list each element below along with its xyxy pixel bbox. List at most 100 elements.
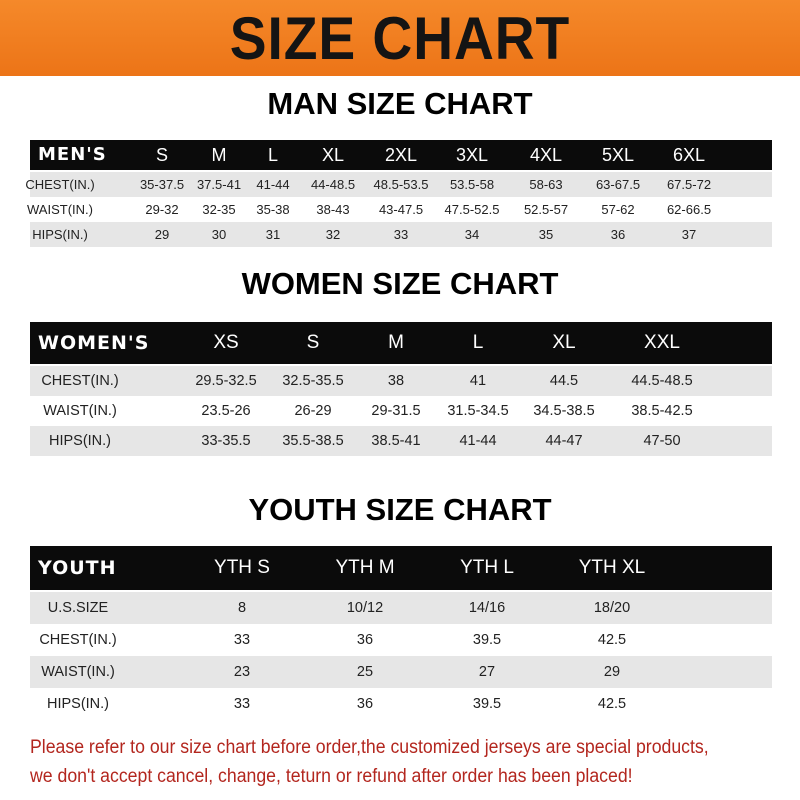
size-column-header: YTH S	[214, 557, 270, 578]
table-cell: 32.5-35.5	[282, 373, 344, 389]
table-row: CHEST(IN.) 33 36 39.5 42.5	[30, 624, 772, 656]
table-cell: 33-35.5	[201, 433, 251, 449]
table-cell: 29.5-32.5	[195, 373, 257, 389]
table-cell: 35-38	[256, 202, 290, 217]
table-cell: 35	[538, 227, 554, 242]
table-row: CHEST(IN.) 29.5-32.5 32.5-35.5 38 41 44.5 44.5…	[30, 366, 772, 396]
row-label: CHEST(IN.)	[41, 373, 119, 389]
table-cell: 37	[681, 227, 697, 242]
disclaimer-line-1: Please refer to our size chart before or…	[30, 737, 709, 758]
size-column-header: L	[267, 145, 279, 165]
size-column-header: S	[306, 332, 320, 353]
size-column-header: S	[155, 145, 169, 165]
table-cell: 38-43	[316, 202, 350, 217]
table-cell: 29	[154, 227, 170, 242]
table-cell: 48.5-53.5	[373, 177, 429, 192]
size-column-header: 2XL	[384, 145, 418, 165]
table-cell: 35.5-38.5	[282, 433, 344, 449]
size-column-header: XS	[213, 332, 239, 353]
table-cell: 52.5-57	[523, 202, 569, 217]
table-row: U.S.SIZE 8 10/12 14/16 18/20	[30, 592, 772, 624]
row-label: WAIST(IN.)	[43, 403, 117, 419]
women-header-row: WOMEN'S XS S M L XL XXL	[30, 322, 772, 364]
table-row: WAIST(IN.) 23 25 27 29	[30, 656, 772, 688]
banner-title: SIZE CHART	[229, 5, 571, 72]
table-cell: 57-62	[601, 202, 635, 217]
size-column-header: YTH M	[335, 557, 395, 578]
row-label: HIPS(IN.)	[48, 433, 112, 449]
table-cell: 36	[356, 632, 374, 648]
table-cell: 53.5-58	[449, 177, 495, 192]
size-column-header: XL	[552, 332, 576, 353]
size-column-header: 5XL	[601, 145, 635, 165]
table-cell: 39.5	[472, 696, 502, 712]
table-cell: 43-47.5	[378, 202, 424, 217]
table-row: HIPS(IN.) 33 36 39.5 42.5	[30, 688, 772, 720]
table-cell: 35-37.5	[139, 177, 185, 192]
disclaimer-line-2: we don't accept cancel, change, teturn o…	[30, 766, 633, 787]
table-cell: 42.5	[597, 696, 627, 712]
men-section-title: MAN SIZE CHART	[267, 86, 533, 121]
table-cell: 58-63	[529, 177, 563, 192]
size-column-header: 6XL	[672, 145, 706, 165]
size-column-header: YTH XL	[578, 557, 646, 578]
table-cell: 38	[387, 373, 405, 389]
table-cell: 36	[610, 227, 626, 242]
table-row: HIPS(IN.) 33-35.5 35.5-38.5 38.5-41 41-44 44-…	[30, 426, 772, 456]
table-cell: 34.5-38.5	[533, 403, 595, 419]
table-cell: 25	[356, 664, 374, 680]
row-label: HIPS(IN.)	[32, 227, 88, 242]
table-cell: 14/16	[468, 600, 506, 616]
banner: SIZE CHART	[0, 0, 800, 76]
size-column-header: M	[211, 145, 227, 165]
table-cell: 38.5-42.5	[631, 403, 693, 419]
table-cell: 33	[393, 227, 409, 242]
table-cell: 41	[469, 373, 487, 389]
row-label: CHEST(IN.)	[39, 632, 117, 648]
youth-header-label: YOUTH	[38, 557, 117, 579]
table-cell: 42.5	[597, 632, 627, 648]
table-cell: 32-35	[202, 202, 236, 217]
row-label: U.S.SIZE	[47, 600, 109, 616]
table-cell: 26-29	[294, 403, 332, 419]
table-cell: 30	[211, 227, 227, 242]
row-label: CHEST(IN.)	[25, 177, 95, 192]
table-cell: 32	[325, 227, 341, 242]
size-column-header: L	[472, 332, 484, 353]
table-cell: 29	[603, 664, 621, 680]
row-label: WAIST(IN.)	[41, 664, 115, 680]
table-cell: 27	[478, 664, 496, 680]
table-cell: 44.5-48.5	[631, 373, 693, 389]
table-row: WAIST(IN.) 23.5-26 26-29 29-31.5 31.5-34.5 34…	[30, 396, 772, 426]
youth-section-title: YOUTH SIZE CHART	[248, 492, 552, 527]
row-label: WAIST(IN.)	[27, 202, 93, 217]
table-cell: 38.5-41	[371, 433, 421, 449]
youth-header-row: YOUTH YTH S YTH M YTH L YTH XL	[30, 546, 772, 590]
table-cell: 18/20	[593, 600, 631, 616]
table-cell: 67.5-72	[666, 177, 712, 192]
table-cell: 62-66.5	[666, 202, 712, 217]
women-header-label: WOMEN'S	[38, 332, 150, 354]
table-cell: 31.5-34.5	[447, 403, 509, 419]
table-cell: 36	[356, 696, 374, 712]
row-label: HIPS(IN.)	[46, 696, 110, 712]
table-cell: 23	[233, 664, 251, 680]
table-cell: 44.5	[549, 373, 579, 389]
table-cell: 10/12	[346, 600, 384, 616]
size-column-header: XXL	[644, 332, 680, 353]
table-row: CHEST(IN.) 35-37.5 37.5-41 41-44 44-48.5 48.5…	[25, 172, 772, 197]
table-cell: 23.5-26	[201, 403, 251, 419]
men-header-label: MEN'S	[38, 144, 107, 165]
table-cell: 29-31.5	[371, 403, 421, 419]
men-header-row: MEN'S S M L XL 2XL 3XL 4XL 5XL 6XL	[30, 140, 772, 170]
size-column-header: XL	[321, 145, 345, 165]
size-column-header: YTH L	[460, 557, 514, 578]
table-cell: 41-44	[459, 433, 497, 449]
table-cell: 33	[233, 696, 251, 712]
table-cell: 41-44	[256, 177, 290, 192]
table-cell: 31	[265, 227, 281, 242]
table-cell: 44-47	[545, 433, 583, 449]
table-cell: 44-48.5	[310, 177, 356, 192]
table-cell: 8	[237, 600, 247, 616]
table-cell: 37.5-41	[196, 177, 242, 192]
